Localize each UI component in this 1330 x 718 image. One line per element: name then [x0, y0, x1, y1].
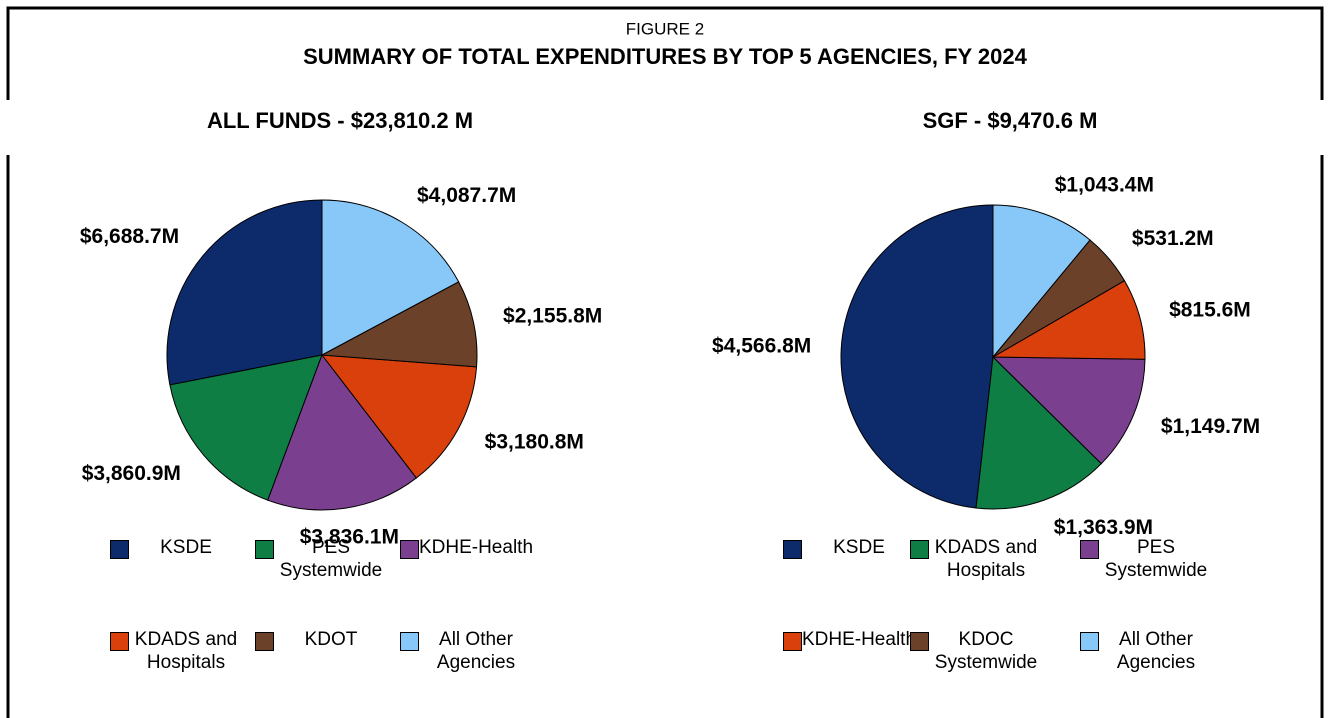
legend-label: KDHE-Health	[418, 537, 534, 558]
legend-label: KSDE	[160, 537, 212, 558]
legend-swatch	[400, 632, 419, 651]
pie-slice	[991, 279, 1146, 360]
pie-title: ALL FUNDS - $23,810.2 M	[207, 108, 473, 133]
legend-swatch	[255, 632, 274, 651]
legend-swatch	[110, 540, 129, 559]
value-label: $2,155.8M	[503, 304, 602, 327]
legend-label: PES Systemwide	[279, 537, 383, 581]
pie-slice	[320, 354, 478, 479]
legend-swatch	[110, 632, 129, 651]
legend-swatch	[910, 540, 929, 559]
legend-swatch	[255, 540, 274, 559]
legend-label: PES Systemwide	[1104, 537, 1208, 581]
legend-label: KDADS and Hospitals	[134, 629, 238, 673]
legend-swatch	[1080, 632, 1099, 651]
pie-slice	[267, 353, 418, 511]
legend-label: KDADS and Hospitals	[934, 537, 1038, 581]
value-label: $6,688.7M	[80, 225, 179, 248]
pie-slice	[169, 354, 323, 501]
chart-title: SUMMARY OF TOTAL EXPENDITURES BY TOP 5 A…	[303, 44, 1027, 69]
pie-slice	[991, 356, 1146, 465]
legend-swatch	[783, 632, 802, 651]
legend-label: KDOT	[304, 629, 358, 650]
value-label: $531.2M	[1132, 227, 1214, 250]
legend-label: All Other Agencies	[1116, 629, 1196, 673]
value-label: $1,043.4M	[1055, 173, 1154, 196]
legend-swatch	[910, 632, 929, 651]
value-label: $3,836.1M	[300, 526, 399, 549]
legend-swatch	[1080, 540, 1099, 559]
legend-label: KDOC Systemwide	[934, 629, 1038, 673]
value-label: $3,860.9M	[82, 462, 181, 485]
pie-slice	[975, 355, 1103, 510]
value-label: $4,087.7M	[417, 184, 516, 207]
frame	[6, 6, 1324, 718]
value-label: $815.6M	[1169, 299, 1251, 322]
pie-slice	[166, 199, 323, 386]
value-label: $1,149.7M	[1161, 415, 1260, 438]
legend-label: KSDE	[833, 537, 885, 558]
legend-label: KDHE-Health	[801, 629, 917, 650]
pie-slice	[840, 204, 994, 509]
value-label: $4,566.8M	[712, 334, 811, 357]
value-label: $3,180.8M	[485, 431, 584, 454]
pie-title: SGF - $9,470.6 M	[923, 108, 1098, 133]
pie-slice	[320, 281, 478, 368]
legend-swatch	[400, 540, 419, 559]
value-label: $1,363.9M	[1054, 516, 1153, 539]
pie-slice	[321, 199, 460, 356]
figure-label: FIGURE 2	[626, 19, 704, 38]
legend-label: All Other Agencies	[436, 629, 516, 673]
pie-slice	[992, 204, 1091, 359]
legend-swatch	[783, 540, 802, 559]
